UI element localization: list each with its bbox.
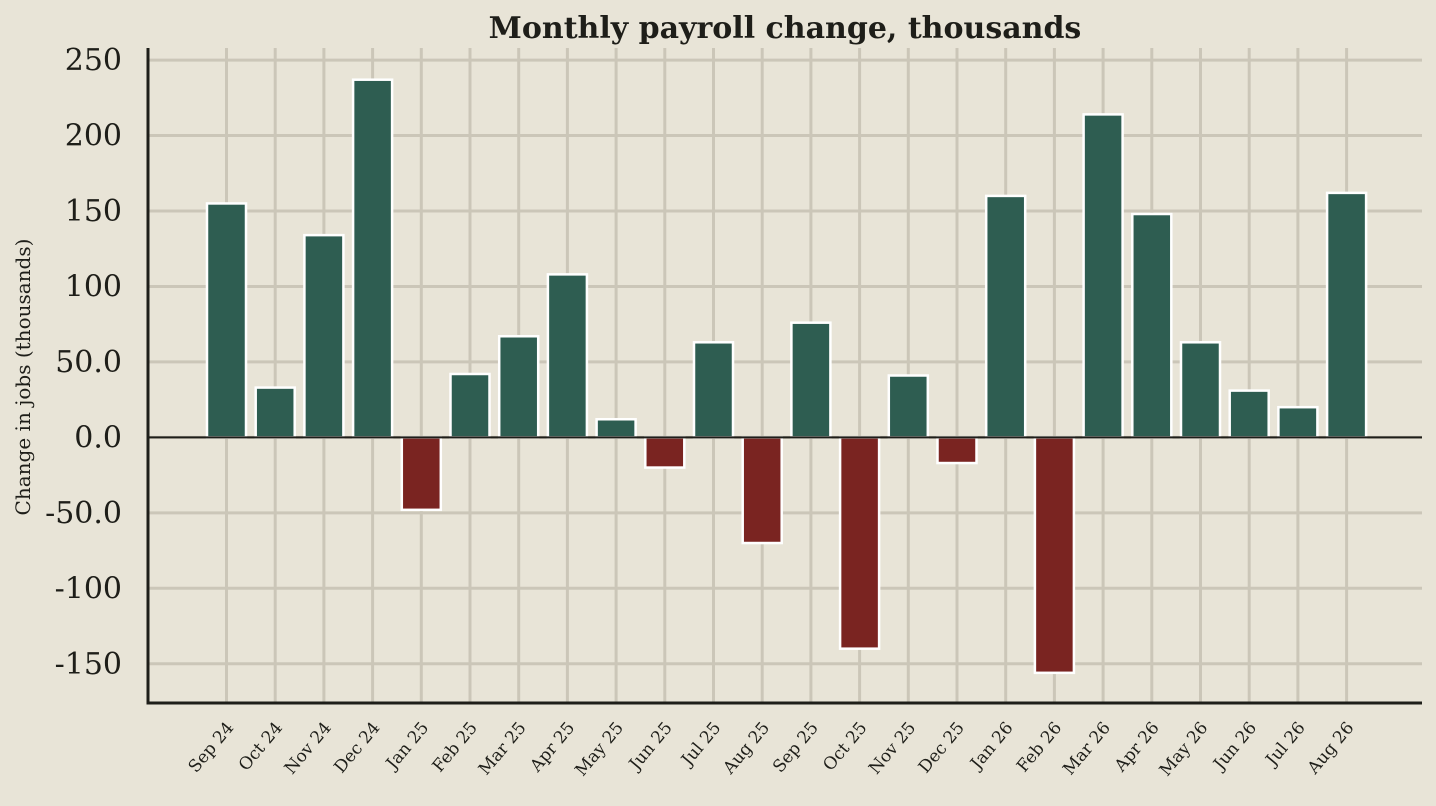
y-tick-label: 150: [65, 194, 122, 229]
x-tick-label: Sep 24: [185, 718, 239, 777]
bars: [205, 78, 1368, 675]
x-tick-label: Oct 25: [819, 718, 871, 775]
y-tick-label: 100: [65, 269, 122, 304]
bar-may-26: [1179, 341, 1222, 439]
x-tick-label: Dec 24: [330, 718, 384, 777]
y-tick-labels: 250 200 150 100 50.0 0.0 -50.0 -100 -150: [45, 43, 122, 682]
bar-aug-25: [741, 436, 783, 545]
bar-feb-25: [449, 372, 491, 439]
x-tick-label: Jun 25: [624, 718, 676, 775]
x-tick-label: Nov 25: [865, 718, 920, 778]
x-tick-label: Mar 25: [475, 718, 531, 779]
bar-dec-25: [936, 436, 978, 465]
x-tick-label: Feb 25: [429, 718, 482, 776]
x-tick-label: Aug 25: [719, 718, 774, 778]
chart-title: Monthly payroll change, thousands: [489, 11, 1082, 46]
y-tick-label: 200: [65, 119, 122, 154]
x-tick-label: May 26: [1156, 718, 1213, 780]
bar-jul-26: [1277, 405, 1319, 439]
bar-aug-26: [1325, 191, 1368, 439]
bar-nov-24: [303, 233, 345, 439]
x-tick-label: Mar 26: [1059, 718, 1115, 779]
x-tick-label: Jun 26: [1209, 718, 1261, 775]
bar-jan-25: [400, 436, 443, 512]
bar-may-25: [595, 418, 637, 439]
bar-nov-25: [887, 374, 930, 439]
y-tick-label: -150: [55, 647, 122, 682]
x-tick-label: Feb 26: [1013, 718, 1066, 776]
x-tick-label: Nov 24: [281, 718, 336, 778]
bar-jun-26: [1228, 389, 1270, 439]
x-tick-label: Dec 25: [915, 718, 969, 777]
x-tick-label: Jul 26: [1261, 718, 1310, 771]
bar-apr-26: [1131, 212, 1173, 439]
bar-mar-25: [497, 335, 540, 439]
bar-jun-25: [644, 436, 686, 469]
x-tick-label: May 25: [571, 718, 628, 780]
y-tick-label: 0.0: [74, 420, 122, 455]
y-tick-label: -100: [55, 571, 122, 606]
bar-sep-25: [790, 321, 832, 439]
bar-sep-24: [205, 202, 248, 439]
bar-dec-24: [351, 78, 394, 439]
bar-apr-25: [546, 273, 589, 439]
bar-feb-26: [1033, 436, 1076, 675]
y-tick-label: -50.0: [45, 496, 122, 531]
bar-jul-25: [692, 341, 735, 439]
y-axis-label: Change in jobs (thousands): [11, 239, 35, 516]
bar-oct-25: [838, 436, 881, 650]
bar-mar-26: [1082, 113, 1124, 439]
x-tick-label: Jul 25: [676, 718, 725, 771]
bar-oct-24: [254, 386, 296, 439]
bar-jan-26: [984, 194, 1027, 439]
x-tick-label: Aug 26: [1303, 718, 1358, 778]
y-tick-label: 250: [65, 43, 122, 78]
x-tick-label: Oct 24: [235, 718, 287, 775]
x-tick-label: Jan 26: [966, 718, 1018, 774]
axes: [146, 48, 1422, 705]
x-tick-label: Jan 25: [381, 718, 433, 774]
y-tick-label: 50.0: [55, 345, 122, 380]
x-tick-label: Sep 25: [769, 718, 823, 777]
